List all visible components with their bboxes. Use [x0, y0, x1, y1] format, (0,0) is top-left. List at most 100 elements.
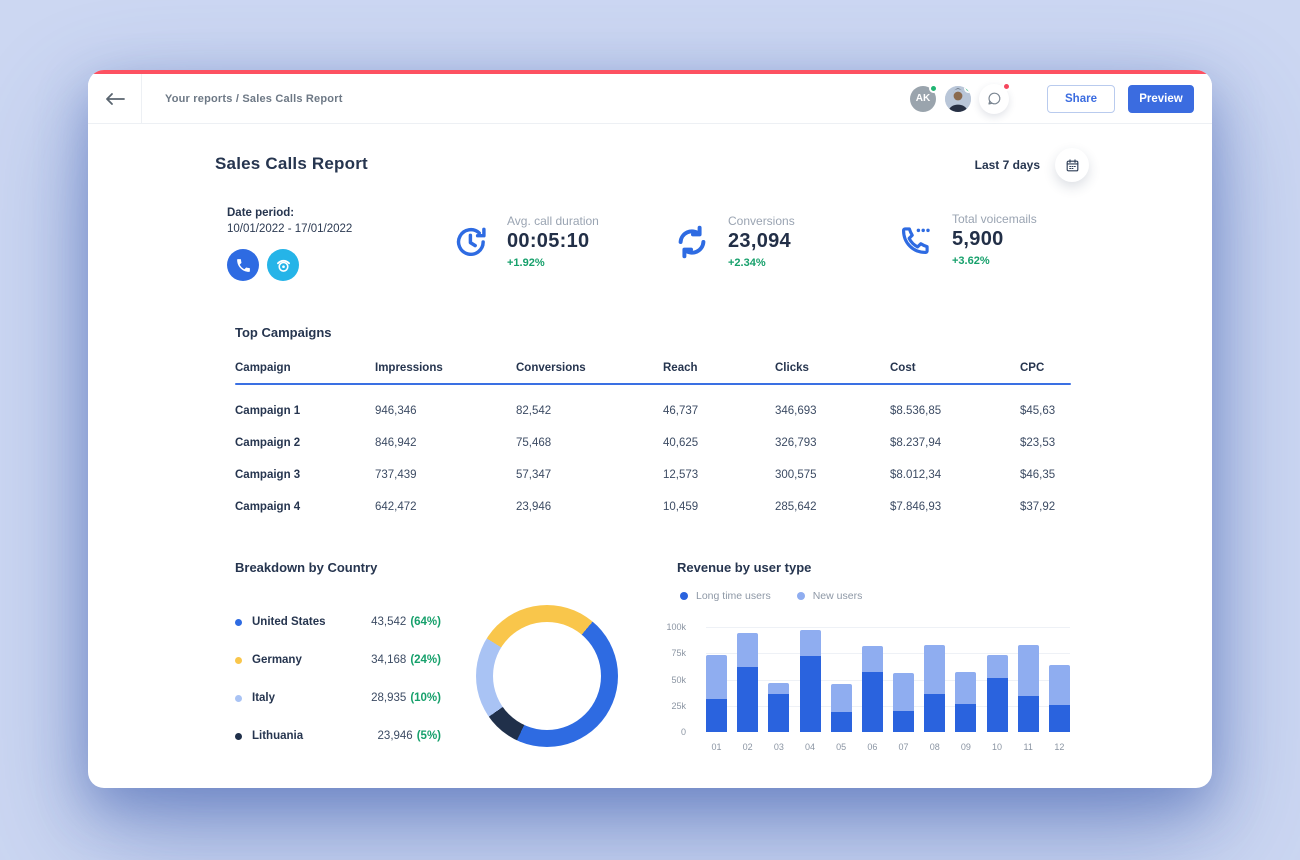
bar-segment-new-users [737, 633, 759, 667]
bar-segment-long-time-users [830, 712, 852, 732]
table-cell: 23,946 [516, 501, 552, 513]
y-tick-label: 50k [671, 674, 686, 685]
country-value: 23,946 [377, 730, 413, 742]
share-button[interactable]: Share [1047, 84, 1115, 113]
legend-item-long-time-users[interactable]: Long time users [680, 590, 771, 602]
legend-item-new-users[interactable]: New users [796, 590, 862, 602]
table-row[interactable]: Campaign 2 846,942 75,468 40,625 326,793 $8.2… [235, 427, 1071, 459]
column-header: CPC [1020, 362, 1045, 374]
country-percent: (24%) [410, 654, 441, 666]
table-cell: 82,542 [516, 405, 552, 417]
sync-icon [678, 225, 706, 258]
bar-month-03[interactable] [768, 682, 790, 732]
x-tick-label: 08 [929, 742, 940, 752]
revenue-x-axis: 01 02 03 04 05 06 07 08 09 10 11 12 [706, 742, 1070, 752]
page-title: Sales Calls Report [215, 154, 368, 173]
table-cell: $46,35 [1020, 469, 1056, 481]
bar-month-07[interactable] [893, 673, 915, 732]
bar-month-08[interactable] [924, 644, 946, 732]
table-cell: 946,346 [375, 405, 417, 417]
x-tick-label: 06 [867, 742, 878, 752]
table-cell: $8.536,85 [890, 405, 942, 417]
table-header-underline [235, 383, 1071, 385]
voicemail-phone-icon [901, 226, 930, 254]
top-accent-line [88, 70, 1212, 74]
bar-segment-new-users [924, 644, 946, 695]
kpi-conversions: Conversions 23,094 +2.34% [672, 214, 795, 269]
campaigns-table: Campaign Impressions Conversions Reach Click… [235, 362, 1071, 523]
column-header: Clicks [775, 362, 809, 374]
kpi-value: 23,094 [728, 230, 791, 252]
table-cell: 12,573 [663, 469, 699, 481]
table-cell: Campaign 2 [235, 437, 301, 449]
table-row[interactable]: Campaign 4 642,472 23,946 10,459 285,642 $7.8… [235, 491, 1071, 523]
bar-month-01[interactable] [706, 655, 727, 732]
bar-segment-new-users [706, 655, 727, 700]
country-legend-item[interactable]: United States 43,542 (64%) [235, 614, 441, 630]
bar-month-05[interactable] [830, 683, 852, 732]
table-cell: 346,693 [775, 405, 817, 417]
country-dot-icon [235, 618, 242, 626]
x-tick-label: 10 [992, 742, 1003, 752]
country-name: Italy [252, 692, 276, 704]
chat-bubble-icon [987, 92, 1000, 105]
x-tick-label: 09 [960, 742, 971, 752]
bar-month-12[interactable] [1048, 664, 1070, 732]
donut-hole [493, 622, 601, 730]
revenue-section-title: Revenue by user type [677, 560, 812, 575]
phone-call-channel-button[interactable] [227, 249, 259, 281]
table-cell: $23,53 [1020, 437, 1056, 449]
bar-month-10[interactable] [986, 655, 1008, 732]
table-row[interactable]: Campaign 3 737,439 57,347 12,573 300,575 $8.0… [235, 459, 1071, 491]
table-cell: 846,942 [375, 437, 417, 449]
bar-month-06[interactable] [861, 645, 883, 732]
back-button[interactable] [88, 74, 142, 123]
kpi-label: Avg. call duration [507, 214, 599, 228]
x-tick-label: 11 [1023, 742, 1033, 752]
table-body: Campaign 1 946,346 82,542 46,737 346,693 $8.5… [235, 385, 1071, 523]
country-legend-item[interactable]: Italy 28,935 (10%) [235, 690, 441, 706]
chat-button[interactable] [979, 81, 1011, 114]
avatar-initials[interactable]: AK [910, 83, 938, 112]
bar-segment-long-time-users [986, 678, 1008, 732]
column-header: Reach [663, 362, 698, 374]
bar-segment-new-users [861, 645, 883, 673]
country-value: 28,935 [371, 692, 407, 704]
table-cell: $37,92 [1020, 501, 1056, 513]
bar-segment-long-time-users [924, 694, 946, 732]
column-header: Conversions [516, 362, 586, 374]
y-tick-label: 0 [680, 727, 686, 737]
country-dot-icon [235, 732, 242, 740]
table-header-row: Campaign Impressions Conversions Reach Click… [235, 362, 1071, 383]
bar-month-09[interactable] [955, 672, 977, 732]
report-window: Your reports / Sales Calls Report AK [88, 70, 1212, 788]
kpi-avg-call-duration: Avg. call duration 00:05:10 +1.92% [451, 214, 599, 269]
topbar-actions: AK Share Preview [910, 74, 1194, 123]
column-header: Impressions [375, 362, 443, 374]
bar-month-04[interactable] [799, 630, 821, 732]
x-tick-label: 04 [805, 742, 816, 752]
country-legend-item[interactable]: Germany 34,168 (24%) [235, 652, 441, 668]
country-legend: United States 43,542 (64%) Germany 34,168 (24… [235, 614, 441, 744]
kpi-delta: +2.34% [728, 257, 766, 269]
rotary-phone-channel-button[interactable] [267, 249, 299, 281]
bar-month-02[interactable] [737, 633, 759, 732]
bar-segment-long-time-users [1017, 696, 1039, 732]
table-row[interactable]: Campaign 1 946,346 82,542 46,737 346,693 $8.5… [235, 395, 1071, 427]
bar-month-11[interactable] [1017, 644, 1039, 732]
date-period-block: Date period: 10/01/2022 - 17/01/2022 [227, 207, 352, 281]
breadcrumb: Your reports / Sales Calls Report [165, 92, 343, 105]
table-cell: Campaign 1 [235, 405, 301, 417]
country-legend-item[interactable]: Lithuania 23,946 (5%) [235, 728, 441, 744]
preview-button[interactable]: Preview [1128, 84, 1194, 113]
column-header: Campaign [235, 362, 291, 374]
kpi-total-voicemails: Total voicemails 5,900 +3.62% [896, 212, 1037, 267]
table-cell: 285,642 [775, 501, 817, 513]
kpi-value: 00:05:10 [507, 230, 590, 252]
avatar-initials-label: AK [915, 93, 931, 104]
country-name: Lithuania [252, 730, 304, 742]
avatar-photo[interactable] [945, 85, 971, 112]
x-tick-label: 02 [742, 742, 753, 752]
country-donut-chart[interactable] [476, 605, 618, 747]
calendar-button[interactable] [1055, 148, 1089, 182]
